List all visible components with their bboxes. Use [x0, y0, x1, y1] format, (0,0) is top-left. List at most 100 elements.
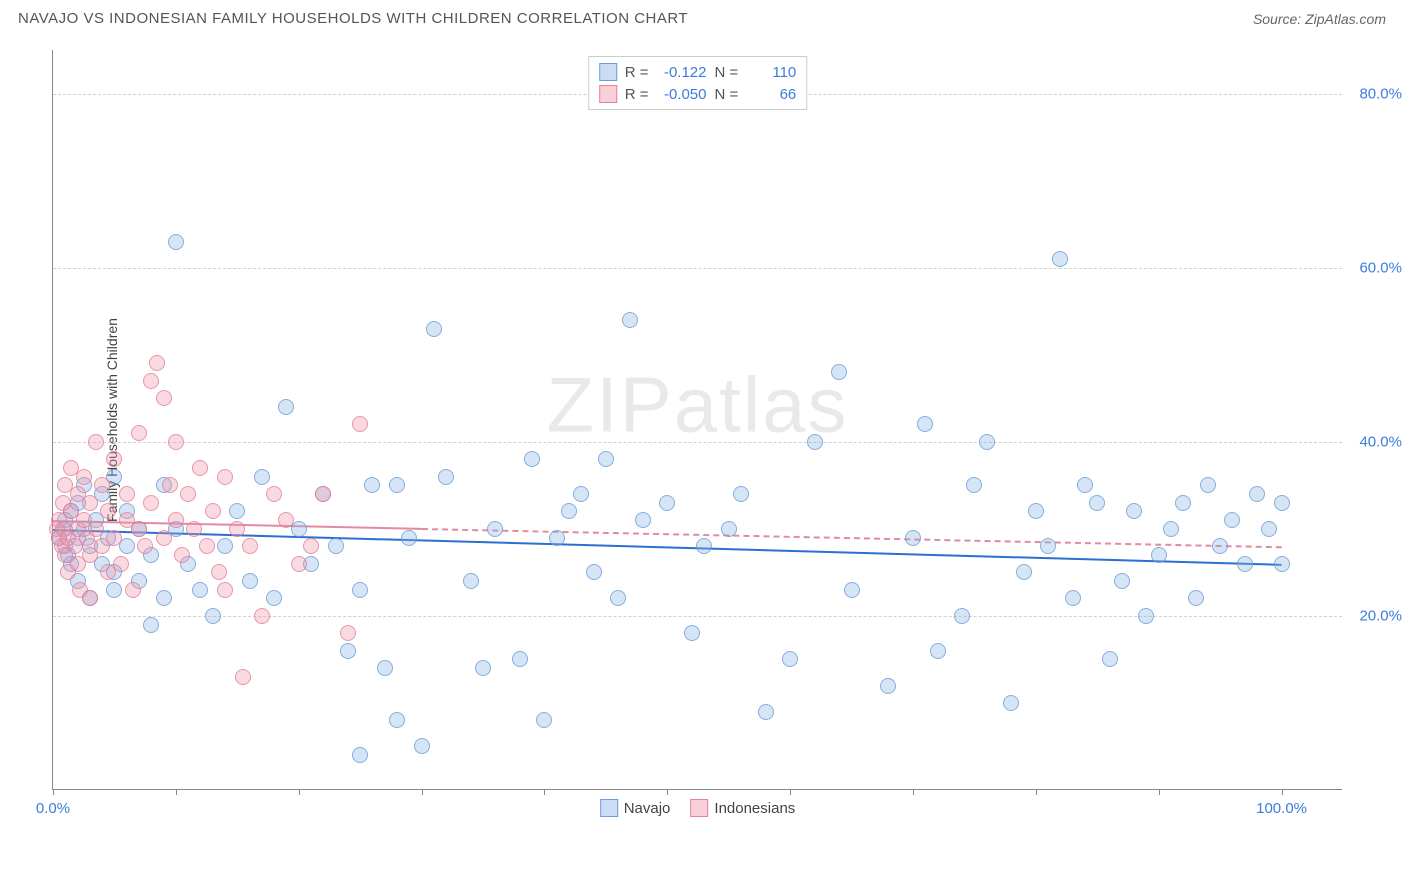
scatter-point [389, 712, 405, 728]
scatter-point [1261, 521, 1277, 537]
scatter-point [94, 477, 110, 493]
legend-label-navajo: Navajo [624, 800, 671, 817]
x-tick [544, 789, 545, 795]
chart-title: NAVAJO VS INDONESIAN FAMILY HOUSEHOLDS W… [18, 10, 688, 27]
chart-source: Source: ZipAtlas.com [1253, 11, 1386, 27]
scatter-point [217, 582, 233, 598]
r-value-navajo: -0.122 [657, 64, 707, 81]
x-tick [176, 789, 177, 795]
scatter-point [512, 651, 528, 667]
scatter-point [536, 712, 552, 728]
scatter-point [1163, 521, 1179, 537]
scatter-point [782, 651, 798, 667]
y-tick-label: 80.0% [1347, 85, 1402, 102]
n-label: N = [715, 64, 739, 81]
scatter-point [622, 312, 638, 328]
scatter-point [254, 469, 270, 485]
scatter-point [82, 590, 98, 606]
scatter-point [315, 486, 331, 502]
scatter-point [684, 625, 700, 641]
scatter-point [364, 477, 380, 493]
scatter-point [235, 669, 251, 685]
scatter-point [352, 416, 368, 432]
scatter-point [211, 564, 227, 580]
r-value-indonesian: -0.050 [657, 86, 707, 103]
scatter-point [1102, 651, 1118, 667]
scatter-point [1028, 503, 1044, 519]
x-tick [53, 789, 54, 795]
scatter-point [229, 521, 245, 537]
legend-swatch-navajo [599, 63, 617, 81]
scatter-point [573, 486, 589, 502]
x-tick [1036, 789, 1037, 795]
grid-line [53, 268, 1342, 269]
n-value-navajo: 110 [746, 64, 796, 81]
scatter-point [1224, 512, 1240, 528]
scatter-point [217, 469, 233, 485]
x-tick [1159, 789, 1160, 795]
scatter-point [168, 234, 184, 250]
legend-swatch-indonesian [599, 85, 617, 103]
scatter-point [242, 573, 258, 589]
scatter-point [389, 477, 405, 493]
scatter-point [917, 416, 933, 432]
scatter-point [131, 521, 147, 537]
scatter-point [487, 521, 503, 537]
r-label: R = [625, 64, 649, 81]
chart-header: NAVAJO VS INDONESIAN FAMILY HOUSEHOLDS W… [0, 0, 1406, 35]
legend-row-navajo: R = -0.122 N = 110 [599, 61, 797, 83]
scatter-point [696, 538, 712, 554]
scatter-point [143, 495, 159, 511]
scatter-point [106, 530, 122, 546]
grid-line [53, 442, 1342, 443]
scatter-point [1040, 538, 1056, 554]
scatter-point [88, 521, 104, 537]
r-label: R = [625, 86, 649, 103]
scatter-point [1151, 547, 1167, 563]
scatter-point [82, 495, 98, 511]
scatter-point [831, 364, 847, 380]
x-tick [1282, 789, 1283, 795]
x-tick [299, 789, 300, 795]
scatter-point [966, 477, 982, 493]
scatter-point [119, 486, 135, 502]
scatter-point [143, 373, 159, 389]
legend-swatch-navajo [600, 799, 618, 817]
scatter-point [149, 355, 165, 371]
scatter-point [463, 573, 479, 589]
scatter-point [524, 451, 540, 467]
x-tick-label: 100.0% [1256, 800, 1307, 817]
scatter-point [414, 738, 430, 754]
scatter-point [1052, 251, 1068, 267]
scatter-point [291, 556, 307, 572]
scatter-point [340, 625, 356, 641]
scatter-point [278, 512, 294, 528]
scatter-point [438, 469, 454, 485]
y-tick-label: 40.0% [1347, 433, 1402, 450]
n-value-indonesian: 66 [746, 86, 796, 103]
scatter-point [1274, 556, 1290, 572]
x-tick [422, 789, 423, 795]
y-tick-label: 60.0% [1347, 259, 1402, 276]
scatter-point [807, 434, 823, 450]
watermark-prefix: ZIP [546, 360, 673, 448]
scatter-point [113, 556, 129, 572]
scatter-point [192, 582, 208, 598]
scatter-point [930, 643, 946, 659]
scatter-point [610, 590, 626, 606]
scatter-point [156, 590, 172, 606]
scatter-point [106, 582, 122, 598]
x-tick [913, 789, 914, 795]
scatter-point [1077, 477, 1093, 493]
correlation-legend: R = -0.122 N = 110 R = -0.050 N = 66 [588, 56, 808, 110]
scatter-point [1016, 564, 1032, 580]
scatter-point [1200, 477, 1216, 493]
scatter-point [192, 460, 208, 476]
scatter-point [186, 521, 202, 537]
scatter-point [137, 538, 153, 554]
scatter-point [205, 608, 221, 624]
scatter-point [880, 678, 896, 694]
scatter-point [659, 495, 675, 511]
legend-swatch-indonesian [690, 799, 708, 817]
n-label: N = [715, 86, 739, 103]
